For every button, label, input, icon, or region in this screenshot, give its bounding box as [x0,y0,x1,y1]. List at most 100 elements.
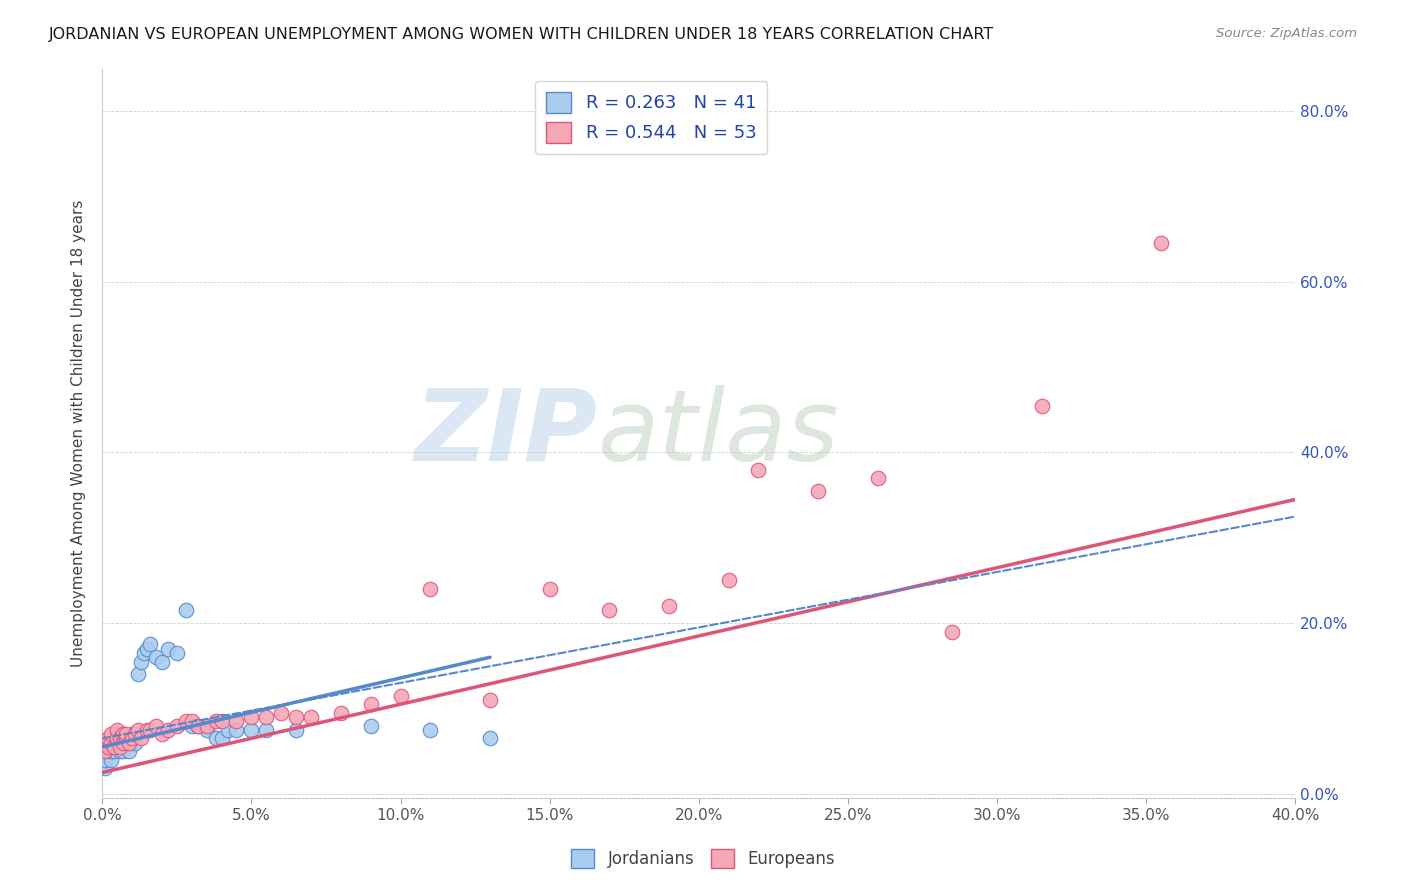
Point [100,744,122,758]
Point [121,727,143,741]
Point [360,718,382,732]
Point [145,650,167,665]
Point [240,710,263,724]
Point [115,727,138,741]
Point [112,736,135,750]
Point [118,736,141,750]
Point [108,731,131,746]
Point [329,706,352,720]
Point [94,753,117,767]
Point [240,723,263,737]
Point [419,723,441,737]
Legend: R = 0.263   N = 41, R = 0.544   N = 53: R = 0.263 N = 41, R = 0.544 N = 53 [536,81,768,153]
Text: atlas: atlas [598,384,839,482]
Point [97,736,120,750]
Point [100,753,122,767]
Point [747,462,769,476]
Point [150,727,173,741]
Point [254,723,277,737]
Point [204,714,226,729]
Point [112,744,135,758]
Point [166,646,188,660]
Point [285,710,308,724]
Point [136,641,159,656]
Point [115,736,138,750]
Point [112,727,135,741]
Point [127,667,149,681]
Point [941,624,963,639]
Point [195,718,218,732]
Point [254,710,277,724]
Point [270,706,292,720]
Point [108,739,131,754]
Point [1031,399,1053,413]
Point [124,727,146,741]
Point [112,727,135,741]
Point [479,731,502,746]
Point [121,731,143,746]
Point [100,736,122,750]
Point [97,739,120,754]
Point [389,689,412,703]
Point [225,723,247,737]
Point [156,723,179,737]
Point [129,731,152,746]
Point [136,723,159,737]
Point [145,718,167,732]
Point [180,714,202,729]
Point [100,727,122,741]
Point [105,727,128,741]
Point [139,723,162,737]
Point [166,718,188,732]
Point [658,599,681,613]
Point [97,744,120,758]
Point [299,710,322,724]
Point [105,731,128,746]
Point [94,744,117,758]
Point [1150,236,1173,251]
Point [360,697,382,711]
Point [105,736,128,750]
Text: ZIP: ZIP [415,384,598,482]
Point [187,718,209,732]
Point [129,655,152,669]
Point [108,736,131,750]
Point [211,714,233,729]
Point [180,718,202,732]
Point [174,714,197,729]
Point [538,582,561,596]
Point [211,731,233,746]
Point [225,714,247,729]
Point [807,483,830,498]
Point [103,739,125,754]
Point [103,744,125,758]
Point [132,646,155,660]
Point [103,736,125,750]
Point [118,744,141,758]
Point [217,723,239,737]
Point [150,655,173,669]
Point [94,736,117,750]
Y-axis label: Unemployment Among Women with Children Under 18 years: Unemployment Among Women with Children U… [72,200,86,667]
Point [105,723,128,737]
Point [717,574,740,588]
Point [115,731,138,746]
Text: Source: ZipAtlas.com: Source: ZipAtlas.com [1216,27,1357,40]
Point [108,744,131,758]
Point [94,761,117,775]
Legend: Jordanians, Europeans: Jordanians, Europeans [564,842,842,875]
Point [866,471,889,485]
Point [139,638,162,652]
Point [97,731,120,746]
Point [479,693,502,707]
Point [127,723,149,737]
Point [174,603,197,617]
Point [598,603,620,617]
Point [195,723,218,737]
Point [285,723,308,737]
Point [204,731,226,746]
Point [419,582,441,596]
Text: JORDANIAN VS EUROPEAN UNEMPLOYMENT AMONG WOMEN WITH CHILDREN UNDER 18 YEARS CORR: JORDANIAN VS EUROPEAN UNEMPLOYMENT AMONG… [49,27,994,42]
Point [187,718,209,732]
Point [124,736,146,750]
